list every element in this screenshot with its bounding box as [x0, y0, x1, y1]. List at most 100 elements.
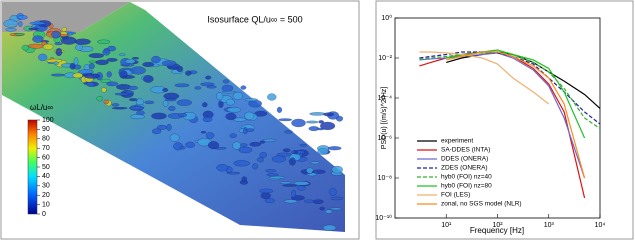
figure: Isosurface QL/u∞ = 500 ωL/u∞ Frequency […: [0, 0, 635, 240]
legend-label: zonal, no SGS model (NLR): [441, 201, 522, 208]
vortex-blob: [130, 114, 144, 118]
vortex-blob: [200, 83, 214, 86]
vortex-blob: [177, 100, 192, 106]
vortex-blob: [289, 158, 295, 166]
colorbar: [28, 120, 37, 214]
vortex-blob: [291, 119, 305, 127]
colorbar-tick-label: 30: [42, 183, 50, 190]
vortex-blob: [294, 151, 298, 154]
vortex-blob: [185, 71, 191, 76]
vortex-blob: [269, 176, 284, 179]
vortex-blob: [267, 173, 279, 176]
vortex-blob: [284, 200, 297, 203]
vortex-blob: [320, 207, 325, 210]
vortex-blob: [306, 121, 318, 123]
y-tick-label: 10⁻²: [378, 55, 392, 62]
vortex-blob: [157, 125, 167, 130]
vortex-blob: [51, 31, 60, 38]
vortex-blob: [330, 208, 342, 210]
vortex-blob: [68, 33, 74, 36]
vortex-blob: [129, 98, 137, 101]
vortex-blob: [310, 161, 319, 164]
vortex-blob: [6, 28, 17, 31]
vortex-blob: [89, 63, 94, 69]
vortex-blob: [43, 44, 53, 50]
vortex-blob: [223, 80, 229, 84]
vortex-blob: [125, 59, 135, 63]
vortex-blob: [230, 134, 237, 138]
vortex-blob: [291, 150, 305, 154]
vortex-blob: [217, 164, 229, 171]
vortex-blob: [260, 152, 267, 157]
vortex-blob: [318, 148, 329, 154]
vortex-blob: [4, 20, 18, 28]
vortex-blob: [142, 62, 154, 67]
vortex-blob: [18, 21, 22, 26]
vortex-blob: [54, 61, 58, 65]
vortex-blob: [119, 70, 127, 78]
x-tick-label: 10⁴: [595, 222, 606, 229]
vortex-blob: [226, 99, 234, 105]
vortex-blob: [180, 146, 185, 149]
vortex-blob: [252, 164, 258, 169]
colorbar-label: ωL/u∞: [30, 103, 53, 112]
vortex-blob: [145, 101, 154, 104]
vortex-blob: [51, 74, 65, 76]
vortex-blob: [62, 27, 67, 31]
y-tick-label: 10⁻⁸: [378, 175, 392, 182]
vortex-blob: [201, 131, 206, 133]
colorbar-tick-label: 20: [42, 192, 50, 199]
vortex-blob: [75, 45, 83, 51]
vortex-blob: [128, 86, 138, 90]
colorbar-tick-label: 40: [42, 173, 50, 180]
vortex-blob: [104, 100, 109, 104]
vortex-blob: [272, 156, 286, 163]
page: Isosurface QL/u∞ = 500 ωL/u∞ Frequency […: [0, 0, 635, 240]
vortex-blob: [292, 190, 296, 198]
vortex-blob: [28, 44, 43, 48]
vortex-blob: [227, 107, 241, 112]
vortex-blob: [75, 39, 91, 45]
vortex-blob: [216, 93, 223, 100]
vortex-blob: [329, 188, 336, 196]
legend-label: FOI (LES): [441, 192, 470, 199]
vortex-blob: [14, 33, 25, 35]
y-tick-label: 10⁰: [381, 14, 392, 22]
vortex-blob: [97, 40, 110, 44]
vortex-blob: [259, 189, 273, 193]
vortex-blob: [22, 45, 29, 50]
vortex-blob: [168, 106, 175, 111]
vortex-blob: [61, 37, 76, 45]
vortex-blob: [129, 107, 144, 110]
vortex-blob: [107, 58, 118, 61]
vortex-blob: [325, 210, 332, 214]
vortex-blob: [167, 124, 172, 131]
vortex-blob: [206, 132, 214, 138]
vortex-blob: [151, 56, 160, 63]
vortex-blob: [234, 160, 250, 166]
vortex-blob: [323, 113, 334, 116]
vortex-blob: [285, 130, 293, 133]
vortex-blob: [97, 96, 103, 101]
vortex-blob: [89, 53, 104, 57]
vortex-blob: [241, 86, 246, 90]
vortex-blob: [203, 117, 212, 122]
vortex-blob: [313, 200, 323, 204]
vortex-blob: [294, 181, 309, 185]
vortex-blob: [205, 76, 211, 80]
vortex-blob: [164, 93, 179, 99]
vortex-blob: [112, 103, 119, 106]
vortex-blob: [89, 61, 97, 63]
vortex-blob: [126, 91, 134, 94]
vortex-blob: [195, 86, 201, 89]
vortex-blob: [222, 85, 233, 92]
vortex-blob: [28, 28, 38, 30]
colorbar-tick-label: 100: [42, 117, 54, 124]
vortex-blob: [112, 107, 127, 109]
vortex-blob: [101, 79, 111, 83]
vortex-blob: [312, 170, 325, 174]
vortex-blob: [96, 60, 109, 65]
vortex-blob: [131, 67, 146, 75]
colorbar-tick-label: 50: [42, 164, 50, 171]
colorbar-tick-label: 60: [42, 154, 50, 161]
